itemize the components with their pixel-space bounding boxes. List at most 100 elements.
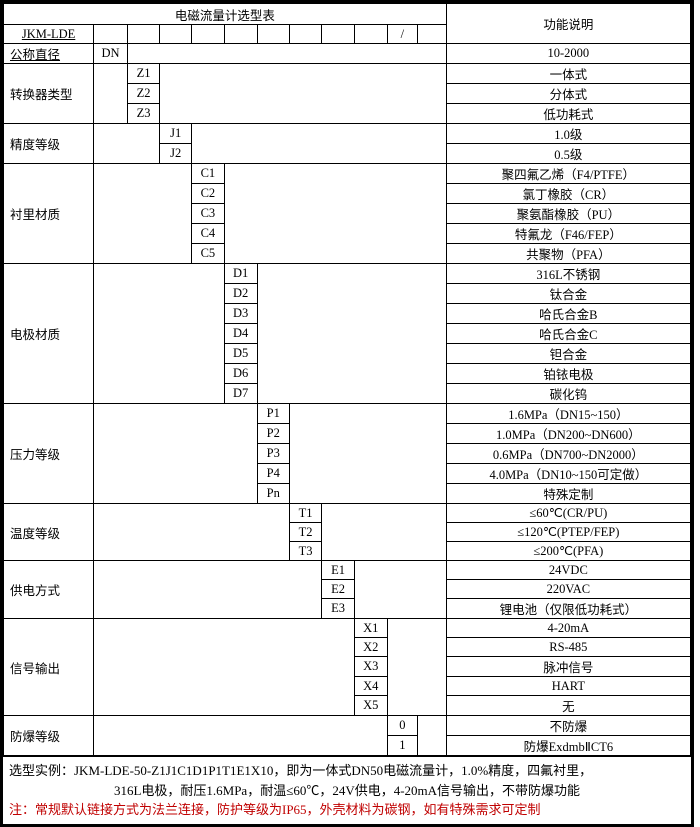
category-label: 信号输出 [4,619,94,716]
desc-cell: 聚四氟乙烯（F4/PTFE） [446,164,690,184]
code-cell: P2 [257,424,289,444]
desc-cell: 特氟龙（F46/FEP） [446,224,690,244]
model-code: JKM-LDE [4,25,94,44]
desc-cell: 1.0MPa（DN200~DN600） [446,424,690,444]
indent-cell [94,561,322,619]
desc-cell: 1.6MPa（DN15~150） [446,404,690,424]
desc-cell: ≤200℃(PFA) [446,542,690,561]
desc-cell: 低功耗式 [446,104,690,124]
desc-cell: 哈氏合金B [446,304,690,324]
indent-cell [94,619,355,716]
header-box [192,25,225,44]
desc-cell: HART [446,677,690,696]
code-cell: D1 [224,264,257,284]
desc-cell: 钛合金 [446,284,690,304]
category-label: 转换器类型 [4,64,94,124]
code-cell: T3 [289,542,321,561]
desc-cell: 4-20mA [446,619,690,638]
category-label: 电极材质 [4,264,94,404]
code-cell: X1 [354,619,387,638]
trail-cell [257,264,446,404]
indent-cell [94,716,388,756]
desc-cell: 哈氏合金C [446,324,690,344]
header-box [224,25,257,44]
code-cell: P1 [257,404,289,424]
code-cell: X5 [354,696,387,716]
code-cell: C4 [192,224,225,244]
desc-cell: 无 [446,696,690,716]
header-box [322,25,354,44]
header-box [127,25,159,44]
category-label: 精度等级 [4,124,94,164]
code-cell: D6 [224,364,257,384]
code-cell: D3 [224,304,257,324]
trail-cell [322,504,446,561]
code-cell: D2 [224,284,257,304]
trail-cell [160,64,446,124]
code-cell: T1 [289,504,321,523]
code-cell: E1 [322,561,354,580]
header-box [94,25,128,44]
category-label: 温度等级 [4,504,94,561]
desc-cell: 锂电池（仅限低功耗式） [446,599,690,619]
code-cell: D7 [224,384,257,404]
category-label: 公称直径 [4,44,94,64]
selection-table: 电磁流量计选型表功能说明JKM-LDE/公称直径DN10-2000转换器类型Z1… [0,0,694,827]
func-header: 功能说明 [446,4,690,44]
code-cell: C1 [192,164,225,184]
trail-cell [224,164,446,264]
desc-cell: 分体式 [446,84,690,104]
desc-cell: 碳化钨 [446,384,690,404]
desc-cell: 特殊定制 [446,484,690,504]
trail-cell [387,619,446,716]
trail-cell [289,404,446,504]
header-box [354,25,387,44]
trail-cell [418,716,447,756]
desc-cell: 1.0级 [446,124,690,144]
category-label: 压力等级 [4,404,94,504]
desc-cell: 钽合金 [446,344,690,364]
code-cell: C3 [192,204,225,224]
trail-cell [354,561,446,619]
code-cell: J1 [160,124,192,144]
code-cell: J2 [160,144,192,164]
indent-cell [94,504,290,561]
desc-cell: 不防爆 [446,716,690,736]
example-line1: 选型实例：JKM-LDE-50-Z1J1C1D1P1T1E1X10，即为一体式D… [9,761,685,781]
desc-cell: 脉冲信号 [446,657,690,677]
indent-cell [94,264,225,404]
indent-cell [94,124,160,164]
desc-cell: 氯丁橡胶（CR） [446,184,690,204]
code-cell: C5 [192,244,225,264]
desc-cell: ≤120℃(PTEP/FEP) [446,523,690,542]
code-cell: E3 [322,599,354,619]
code-cell: DN [94,44,128,64]
trail-cell [127,44,446,64]
table-title: 电磁流量计选型表 [4,4,447,25]
header-box [289,25,321,44]
desc-cell: 4.0MPa（DN10~150可定做） [446,464,690,484]
footer-example: 选型实例：JKM-LDE-50-Z1J1C1D1P1T1E1X10，即为一体式D… [3,756,691,824]
category-label: 供电方式 [4,561,94,619]
trail-cell [192,124,447,164]
code-cell: P4 [257,464,289,484]
code-cell: T2 [289,523,321,542]
header-box [418,25,447,44]
code-cell: Z2 [127,84,159,104]
main-table: 电磁流量计选型表功能说明JKM-LDE/公称直径DN10-2000转换器类型Z1… [3,3,691,756]
indent-cell [94,64,128,124]
code-cell: X3 [354,657,387,677]
desc-cell: 聚氨酯橡胶（PU） [446,204,690,224]
code-cell: Z1 [127,64,159,84]
desc-cell: 一体式 [446,64,690,84]
example-line2: 316L电极，耐压1.6MPa，耐温≤60℃，24V供电，4-20mA信号输出，… [9,781,685,801]
desc-cell: 220VAC [446,580,690,599]
code-cell: 0 [387,716,417,736]
code-cell: D5 [224,344,257,364]
desc-cell: 316L不锈钢 [446,264,690,284]
code-cell: Z3 [127,104,159,124]
desc-cell: ≤60℃(CR/PU) [446,504,690,523]
desc-cell: 共聚物（PFA） [446,244,690,264]
desc-cell: 0.5级 [446,144,690,164]
code-cell: C2 [192,184,225,204]
